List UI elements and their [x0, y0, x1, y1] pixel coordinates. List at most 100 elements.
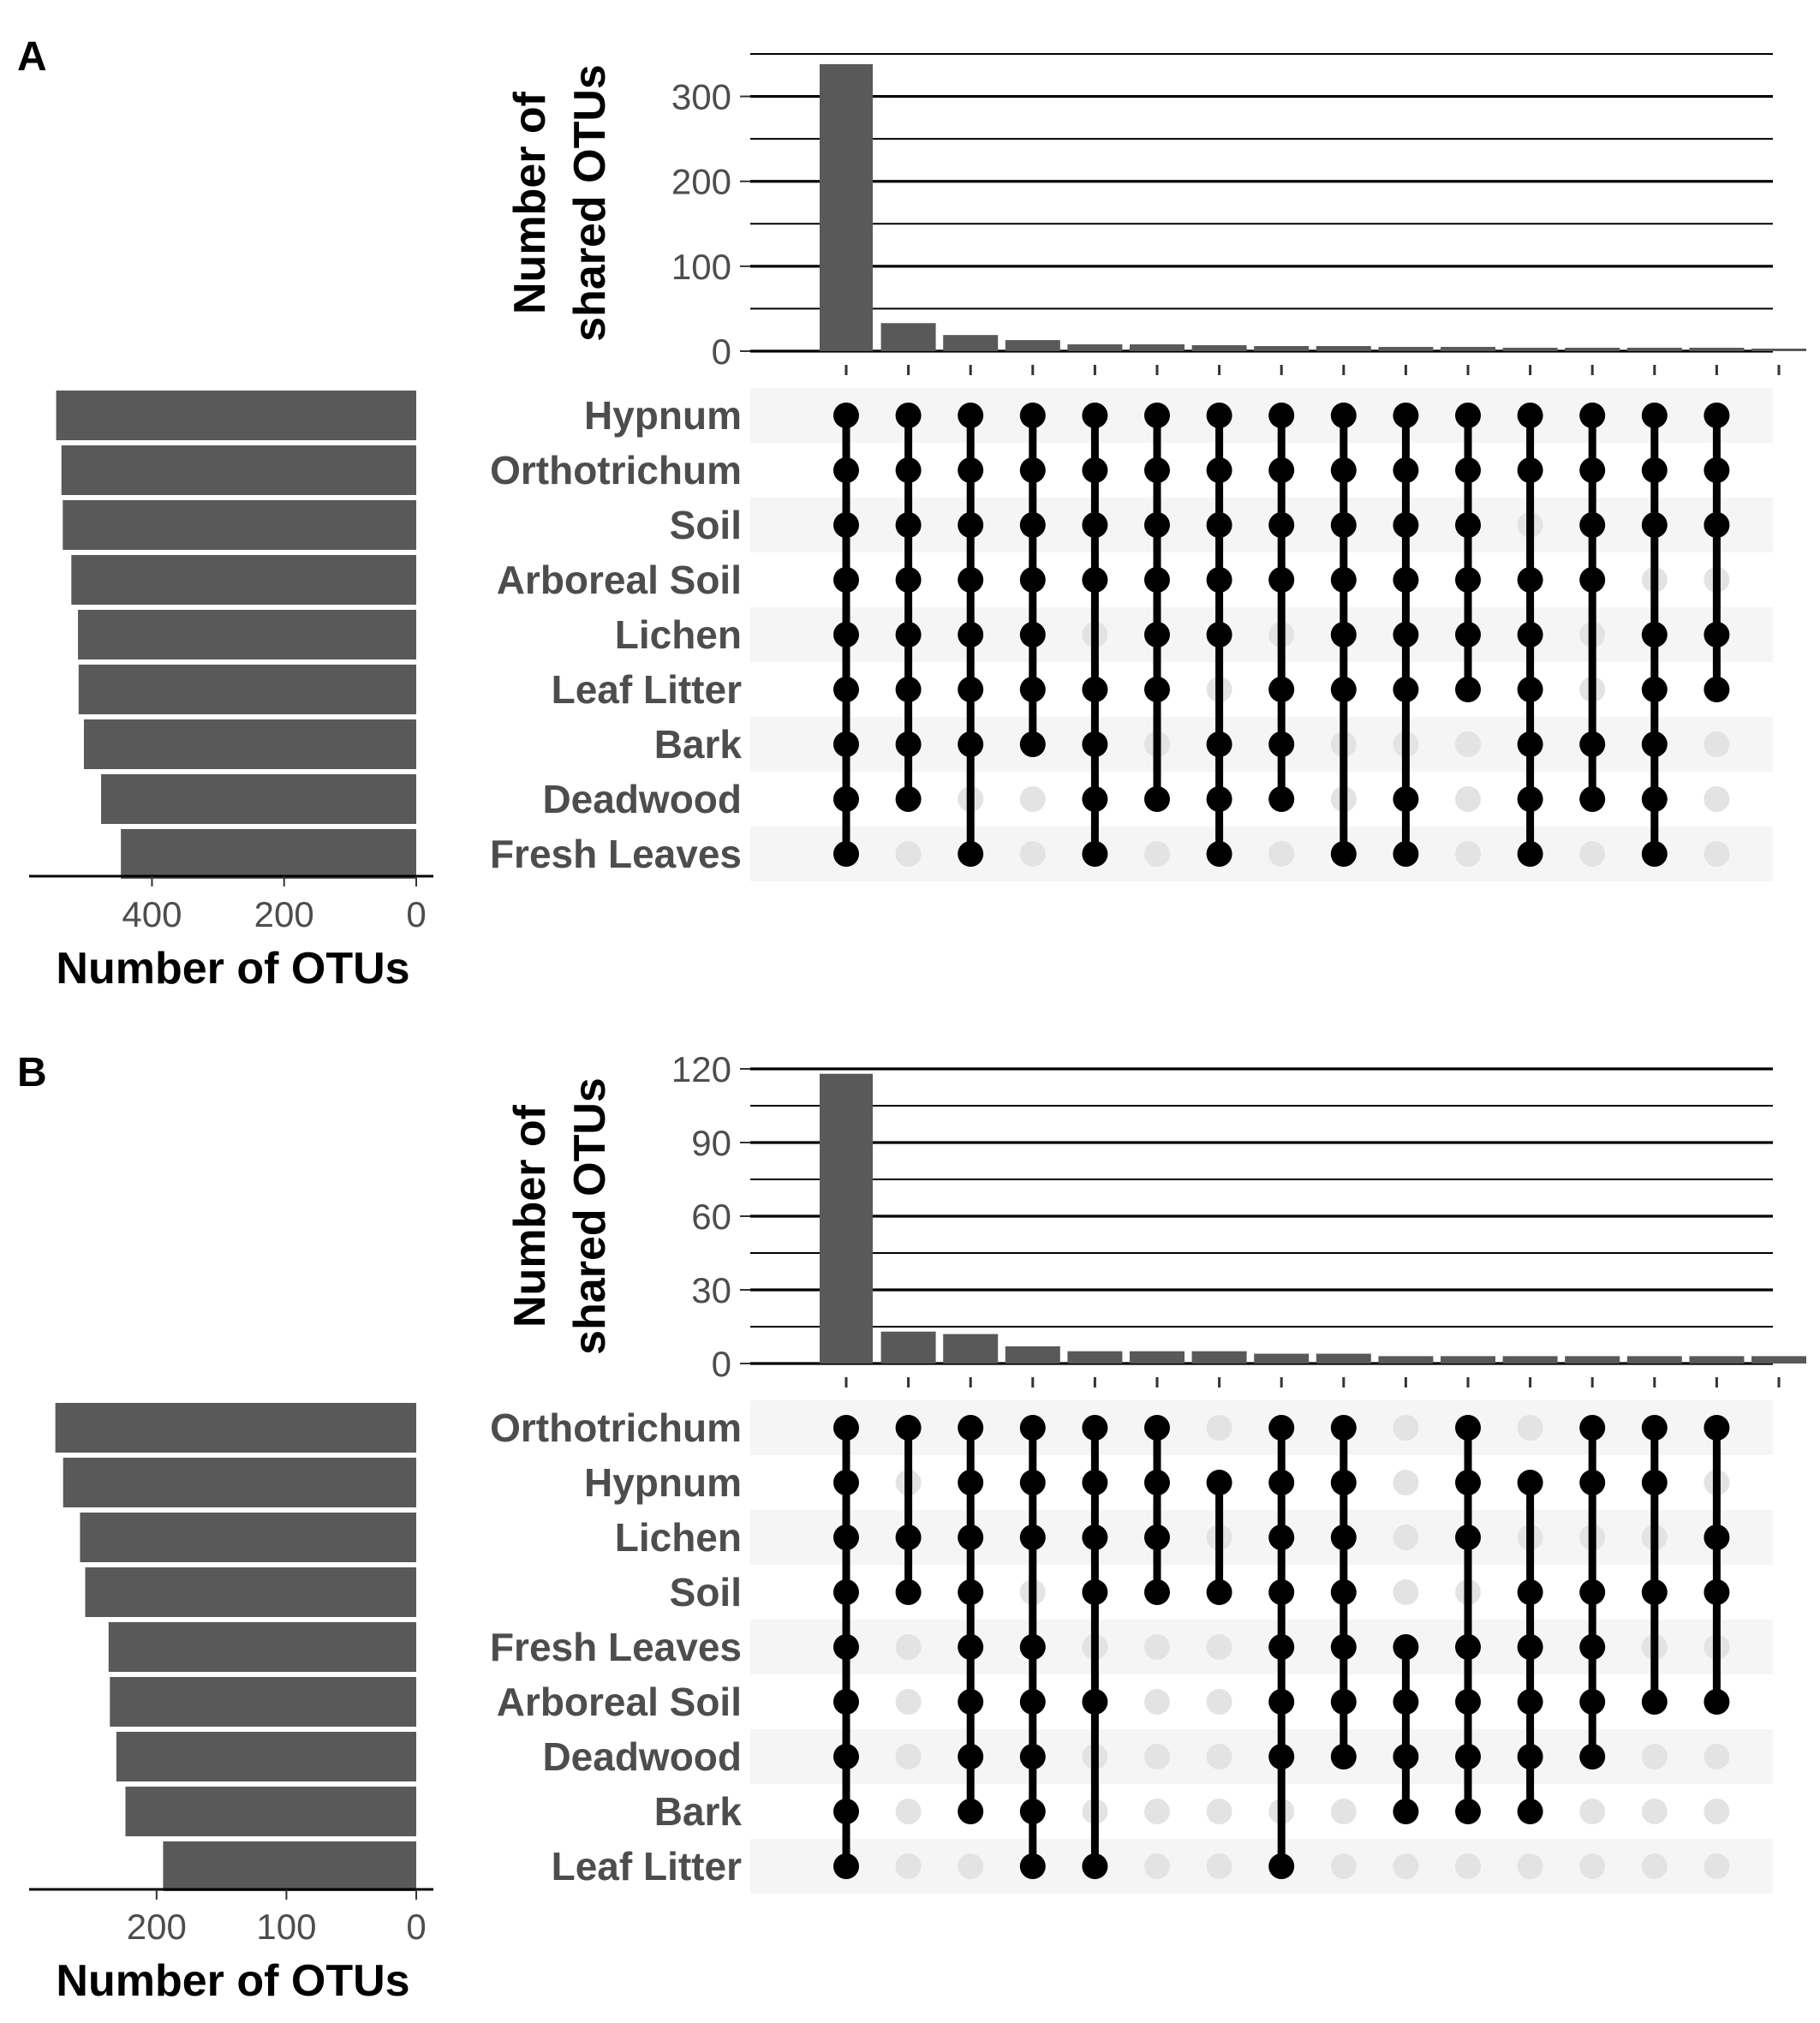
matrix-dot-active	[1641, 403, 1668, 428]
matrix-dot-active	[1268, 567, 1295, 593]
matrix-dot-active	[833, 1579, 859, 1605]
set-size-tick-label: 400	[122, 894, 182, 934]
intersection-bar	[1378, 1356, 1434, 1364]
matrix-dot-active	[895, 1579, 922, 1605]
matrix-dot-inactive	[1641, 1853, 1668, 1879]
set-label: Fresh Leaves	[490, 1625, 742, 1669]
matrix-dot-active	[1268, 1689, 1295, 1715]
matrix-dot-active	[1019, 1470, 1046, 1495]
matrix-dot-inactive	[1206, 1799, 1232, 1824]
matrix-dot-active	[895, 786, 922, 812]
matrix-dot-active	[1268, 1525, 1295, 1550]
matrix-dot-active	[1517, 677, 1543, 702]
matrix-dot-active	[1019, 1525, 1046, 1550]
matrix-dot-active	[833, 677, 859, 702]
y-tick-label: 300	[671, 77, 731, 117]
matrix-dot-active	[1393, 622, 1419, 647]
intersection-bar	[1254, 346, 1310, 351]
matrix-dot-active	[1206, 786, 1232, 812]
matrix-dot-inactive	[895, 1634, 922, 1660]
matrix-dot-active	[1268, 731, 1295, 757]
y-tick-label: 0	[712, 1344, 731, 1384]
matrix-dot-active	[1019, 1415, 1046, 1441]
intersection-bar	[880, 323, 936, 351]
matrix-dot-active	[1206, 1470, 1232, 1495]
matrix-dot-active	[1641, 622, 1668, 647]
matrix-dot-active	[1393, 1634, 1419, 1660]
matrix-dot-inactive	[958, 1853, 984, 1879]
matrix-dot-active	[1330, 677, 1357, 702]
matrix-dot-active	[1455, 1799, 1481, 1824]
intersection-bar	[1378, 347, 1434, 351]
matrix-dot-active	[1144, 457, 1170, 483]
matrix-dot-active	[1455, 677, 1481, 702]
y-axis-title-line: Number of	[505, 1104, 555, 1328]
matrix-dot-active	[1517, 1744, 1543, 1769]
matrix-dot-active	[1330, 622, 1357, 647]
matrix-dot-active	[1579, 1634, 1606, 1660]
set-size-bar	[116, 1732, 416, 1781]
set-size-bar	[125, 1787, 416, 1836]
matrix-dot-inactive	[1704, 731, 1730, 757]
matrix-dot-active	[1393, 1744, 1419, 1769]
intersection-bar	[943, 335, 999, 351]
matrix-dot-inactive	[1704, 1744, 1730, 1769]
matrix-dot-active	[1019, 1744, 1046, 1769]
matrix-dot-active	[833, 622, 859, 647]
set-size-bar	[55, 1403, 416, 1453]
matrix-dot-inactive	[1144, 1689, 1170, 1715]
matrix-dot-inactive	[1393, 1853, 1419, 1879]
intersection-bar	[943, 1334, 999, 1364]
matrix-dot-inactive	[895, 1689, 922, 1715]
set-size-bar	[61, 445, 416, 495]
set-label: Fresh Leaves	[490, 832, 742, 876]
matrix-dot-inactive	[1579, 841, 1606, 867]
matrix-dot-active	[1517, 622, 1543, 647]
set-size-tick-label: 200	[254, 894, 314, 934]
matrix-dot-active	[1393, 677, 1419, 702]
matrix-dot-active	[1019, 457, 1046, 483]
matrix-dot-active	[1579, 567, 1606, 593]
matrix-dot-active	[1144, 567, 1170, 593]
matrix-dot-active	[1579, 457, 1606, 483]
matrix-dot-active	[1330, 1634, 1357, 1660]
matrix-dot-active	[1579, 1689, 1606, 1715]
intersection-bar	[880, 1331, 936, 1364]
matrix-dot-active	[895, 403, 922, 428]
matrix-dot-active	[1393, 841, 1419, 867]
set-size-bar	[101, 774, 417, 824]
matrix-dot-active	[1330, 403, 1357, 428]
matrix-dot-active	[833, 786, 859, 812]
matrix-dot-active	[1641, 1689, 1668, 1715]
matrix-dot-inactive	[1704, 1799, 1730, 1824]
matrix-dot-active	[833, 1853, 859, 1879]
matrix-dot-active	[1704, 677, 1730, 702]
matrix-dot-active	[1704, 1525, 1730, 1550]
matrix-dot-active	[1082, 1579, 1108, 1605]
intersection-bar	[1130, 344, 1184, 351]
matrix-dot-active	[1082, 1470, 1108, 1495]
matrix-dot-active	[1579, 1744, 1606, 1769]
matrix-dot-active	[1455, 1470, 1481, 1495]
set-size-bar	[121, 829, 416, 879]
matrix-dot-active	[1330, 1579, 1357, 1605]
matrix-dot-active	[1144, 786, 1170, 812]
intersection-bar	[1005, 340, 1060, 351]
matrix-dot-inactive	[895, 1799, 922, 1824]
matrix-dot-active	[1082, 1525, 1108, 1550]
matrix-dot-active	[1393, 403, 1419, 428]
set-label: Orthotrichum	[490, 448, 742, 492]
set-size-tick-label: 0	[406, 1907, 426, 1947]
matrix-dot-active	[1330, 567, 1357, 593]
matrix-dot-active	[1704, 512, 1730, 538]
matrix-dot-active	[1206, 841, 1232, 867]
matrix-dot-active	[895, 1415, 922, 1441]
set-size-bar	[63, 1458, 416, 1507]
matrix-dot-active	[1579, 786, 1606, 812]
matrix-dot-inactive	[1206, 1634, 1232, 1660]
matrix-dot-active	[1641, 1579, 1668, 1605]
matrix-dot-active	[1144, 622, 1170, 647]
matrix-dot-active	[1455, 457, 1481, 483]
matrix-dot-active	[1641, 512, 1668, 538]
